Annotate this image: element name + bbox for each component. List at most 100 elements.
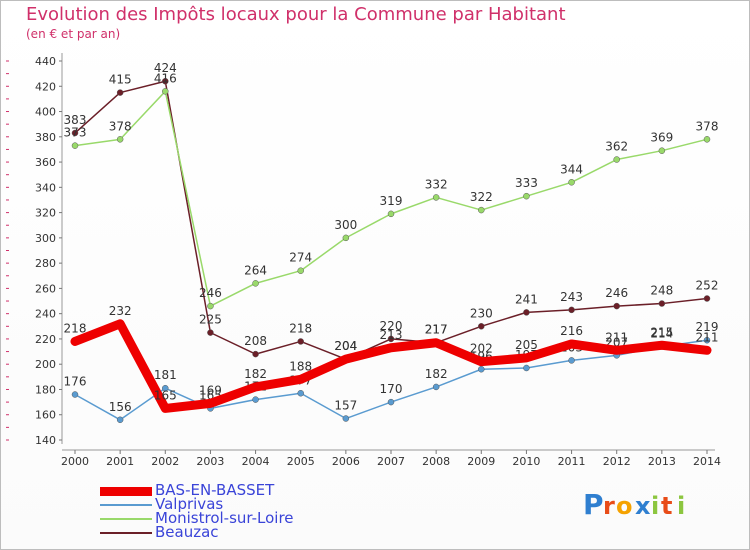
data-label-monistrol-sur-loire: 274 [289, 251, 312, 265]
data-label-beauzac: 218 [289, 321, 312, 335]
data-point-beauzac [252, 350, 259, 358]
data-point-bas-en-basset [612, 346, 621, 355]
logo-letter: i [651, 492, 659, 520]
logo-letter: i [677, 492, 685, 520]
legend-swatch [100, 487, 152, 496]
data-point-bas-en-basset [251, 382, 260, 391]
legend-item-beauzac[interactable]: Beauzac [100, 523, 380, 541]
data-label-monistrol-sur-loire: 378 [109, 119, 132, 133]
data-point-valprivas [478, 366, 485, 373]
data-point-monistrol-sur-loire [703, 136, 711, 143]
data-point-valprivas [523, 364, 530, 372]
data-point-monistrol-sur-loire [207, 302, 214, 310]
data-point-monistrol-sur-loire [478, 206, 485, 214]
data-label-monistrol-sur-loire: 264 [244, 263, 267, 277]
data-label-beauzac: 204 [334, 339, 357, 353]
data-point-beauzac [387, 335, 395, 343]
data-point-valprivas [432, 383, 440, 391]
data-label-bas-en-basset: 211 [696, 330, 719, 344]
data-label-monistrol-sur-loire: 322 [470, 190, 493, 204]
data-label-valprivas: 156 [109, 400, 132, 414]
data-point-bas-en-basset [71, 337, 79, 346]
data-label-monistrol-sur-loire: 332 [425, 177, 448, 191]
data-point-valprivas [297, 390, 304, 397]
data-point-bas-en-basset [567, 339, 576, 348]
data-label-valprivas: 219 [696, 320, 719, 334]
data-label-bas-en-basset: 169 [199, 383, 222, 397]
data-point-bas-en-basset [703, 346, 711, 355]
legend-item-monistrol-sur-loire[interactable]: Monistrol-sur-Loire [100, 509, 380, 527]
logo-letter: o [616, 492, 633, 520]
x-tick-label: 2014 [693, 455, 721, 468]
data-point-beauzac [523, 309, 530, 316]
y-tick-label: 220 [35, 333, 56, 346]
logo-letter: t [661, 492, 672, 520]
legend-label: Beauzac [155, 523, 219, 541]
data-point-beauzac [613, 302, 620, 310]
y-tick-label: 440 [35, 55, 56, 68]
data-point-valprivas [71, 391, 79, 398]
data-label-monistrol-sur-loire: 300 [334, 218, 357, 232]
data-point-bas-en-basset [432, 338, 441, 347]
y-tick-label: 400 [35, 106, 56, 119]
data-point-valprivas [252, 396, 259, 403]
data-label-beauzac: 208 [244, 334, 267, 348]
legend: BAS-EN-BASSET Valprivas Monistrol-sur-Lo… [100, 481, 380, 541]
data-point-bas-en-basset [657, 341, 666, 350]
data-label-beauzac: 243 [560, 290, 583, 304]
data-label-monistrol-sur-loire: 369 [650, 131, 673, 145]
data-point-beauzac [162, 77, 169, 85]
data-point-monistrol-sur-loire [297, 267, 304, 274]
data-label-bas-en-basset: 215 [650, 325, 673, 339]
data-point-beauzac [703, 295, 711, 302]
data-label-bas-en-basset: 211 [605, 330, 628, 344]
y-tick-label: 160 [35, 409, 56, 422]
data-label-bas-en-basset: 182 [244, 367, 267, 381]
y-tick-label: 380 [35, 131, 56, 144]
data-label-beauzac: 220 [380, 319, 403, 333]
data-label-beauzac: 415 [109, 73, 132, 87]
data-point-bas-en-basset [522, 353, 531, 362]
data-label-monistrol-sur-loire: 378 [696, 119, 719, 133]
x-tick-label: 2001 [106, 455, 134, 468]
y-tick-label: 260 [35, 282, 56, 295]
legend-label: Valprivas [155, 495, 224, 513]
x-tick-label: 2004 [242, 455, 270, 468]
data-point-monistrol-sur-loire [613, 156, 620, 163]
data-point-beauzac [658, 300, 666, 307]
x-tick-label: 2007 [377, 455, 405, 468]
x-tick-label: 2008 [422, 455, 450, 468]
x-tick-label: 2000 [61, 455, 89, 468]
data-point-bas-en-basset [206, 399, 215, 408]
data-point-beauzac [116, 89, 124, 96]
data-label-monistrol-sur-loire: 344 [560, 162, 583, 176]
x-tick-label: 2005 [287, 455, 315, 468]
data-label-valprivas: 170 [380, 382, 403, 396]
data-point-valprivas [342, 415, 350, 422]
logo-letter: P [583, 488, 604, 521]
data-label-bas-en-basset: 165 [154, 388, 177, 402]
data-label-bas-en-basset: 213 [380, 328, 403, 342]
x-tick-label: 2002 [151, 455, 179, 468]
y-tick-label: 320 [35, 207, 56, 220]
data-label-monistrol-sur-loire: 373 [64, 126, 87, 140]
data-label-bas-en-basset: 232 [109, 304, 132, 318]
x-tick-label: 2010 [512, 455, 540, 468]
data-label-beauzac: 230 [470, 306, 493, 320]
data-label-valprivas: 181 [154, 368, 177, 382]
logo-letter: x [635, 492, 651, 520]
data-label-monistrol-sur-loire: 362 [605, 140, 628, 154]
data-label-monistrol-sur-loire: 319 [380, 194, 403, 208]
data-label-beauzac: 424 [154, 61, 177, 75]
legend-item-bas-en-basset[interactable]: BAS-EN-BASSET [100, 481, 380, 499]
chart-title: Evolution des Impôts locaux pour la Comm… [26, 4, 566, 25]
legend-item-valprivas[interactable]: Valprivas [100, 495, 380, 513]
y-tick-label: 140 [35, 434, 56, 447]
data-label-monistrol-sur-loire: 246 [199, 286, 222, 300]
data-label-bas-en-basset: 218 [64, 321, 87, 335]
data-point-monistrol-sur-loire [71, 142, 79, 149]
data-label-monistrol-sur-loire: 416 [154, 71, 177, 85]
data-point-bas-en-basset [296, 375, 305, 384]
y-tick-label: 300 [35, 232, 56, 245]
